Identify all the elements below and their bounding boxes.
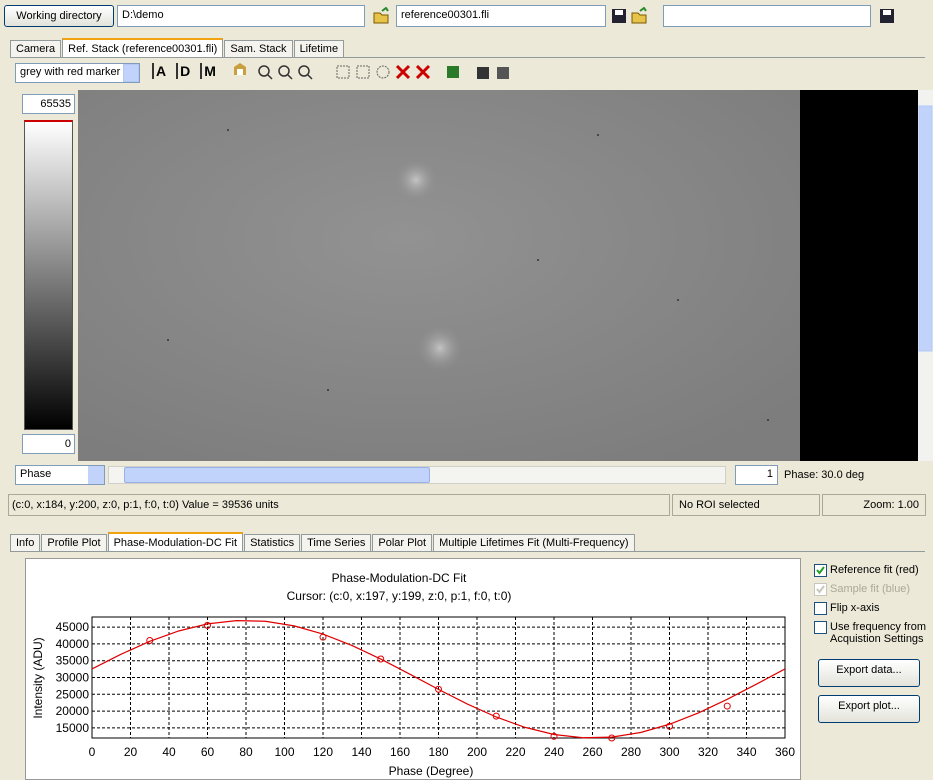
- y-tick-label: 45000: [56, 620, 90, 634]
- export-button[interactable]: Export plot...: [818, 695, 920, 723]
- check-mark: [815, 584, 826, 595]
- y-axis-label: Intensity (ADU): [31, 637, 45, 718]
- x-tick-label: 180: [428, 745, 448, 759]
- y-tick-label: 35000: [56, 654, 90, 668]
- x-tick-label: 160: [390, 745, 410, 759]
- tab[interactable]: Info: [10, 534, 40, 551]
- image-view: [78, 90, 933, 461]
- tab[interactable]: Ref. Stack (reference00301.fli): [62, 38, 223, 57]
- sample-file-field[interactable]: [663, 5, 871, 27]
- x-tick-label: 60: [201, 745, 215, 759]
- reference-file-field[interactable]: reference00301.fli: [396, 5, 606, 27]
- status-roi: No ROI selected: [672, 494, 820, 516]
- x-axis-label: Phase (Degree): [389, 764, 474, 778]
- export-button[interactable]: Export data...: [818, 659, 920, 687]
- scroll-thumb[interactable]: [124, 467, 430, 483]
- index-field[interactable]: 1: [735, 465, 778, 485]
- x-tick-label: 340: [736, 745, 756, 759]
- open-icon[interactable]: [630, 7, 650, 25]
- tool-icon[interactable]: D: [176, 63, 190, 79]
- open-icon[interactable]: [372, 7, 392, 25]
- y-tick-label: 25000: [56, 687, 90, 701]
- phase-label: Phase: 30.0 deg: [784, 469, 864, 481]
- tab[interactable]: Camera: [10, 40, 61, 57]
- screen: Working directory D:\demo reference00301…: [0, 0, 933, 780]
- checkbox-box: [814, 621, 827, 634]
- image-padding: [800, 90, 918, 461]
- directory-field[interactable]: D:\demo: [117, 5, 365, 27]
- checkbox: Sample fit (blue): [814, 583, 932, 596]
- tab[interactable]: Polar Plot: [372, 534, 432, 551]
- tab-rule: [10, 551, 925, 552]
- x-tick-label: 80: [239, 745, 253, 759]
- chart: Phase-Modulation-DC Fit Cursor: (c:0, x:…: [25, 558, 801, 780]
- colormap-label: grey with red marker: [20, 66, 120, 78]
- colorbar: [24, 120, 73, 430]
- x-tick-label: 140: [351, 745, 371, 759]
- checkbox-label: Reference fit (red): [830, 564, 919, 576]
- x-tick-label: 220: [505, 745, 525, 759]
- status-zoom: Zoom: 1.00: [822, 494, 926, 516]
- tab-rule: [10, 57, 925, 58]
- dropdown-arrow[interactable]: [123, 64, 139, 82]
- y-tick-label: 20000: [56, 704, 90, 718]
- y-tick-label: 30000: [56, 671, 90, 685]
- chart-subtitle: Cursor: (c:0, x:197, y:199, z:0, p:1, f:…: [287, 589, 512, 603]
- x-tick-label: 240: [544, 745, 564, 759]
- tool-icon[interactable]: M: [200, 63, 216, 79]
- checkbox-box: [814, 583, 827, 596]
- tool-icon[interactable]: A: [152, 63, 166, 79]
- x-tick-label: 360: [775, 745, 795, 759]
- camera-image: [78, 90, 800, 461]
- checkbox[interactable]: Flip x-axis: [814, 602, 932, 615]
- dimension-label: Phase: [20, 468, 51, 480]
- checkbox[interactable]: Reference fit (red): [814, 564, 932, 577]
- x-tick-label: 120: [313, 745, 333, 759]
- x-tick-label: 320: [698, 745, 718, 759]
- tab[interactable]: Lifetime: [294, 40, 345, 57]
- tab[interactable]: Time Series: [301, 534, 371, 551]
- checkbox-label: Flip x-axis: [830, 602, 880, 614]
- checkbox-box: [814, 602, 827, 615]
- x-tick-label: 200: [467, 745, 487, 759]
- tab[interactable]: Statistics: [244, 534, 300, 551]
- save-icon[interactable]: [611, 8, 627, 24]
- status-cursor: (c:0, x:184, y:200, z:0, p:1, f:0, t:0) …: [8, 494, 670, 516]
- checkbox-label: Sample fit (blue): [830, 583, 910, 595]
- x-tick-label: 300: [659, 745, 679, 759]
- fit-options: Reference fit (red) Sample fit (blue) Flip…: [814, 564, 932, 723]
- colorbar-min[interactable]: 0: [22, 434, 75, 454]
- y-tick-label: 15000: [56, 721, 90, 735]
- tab[interactable]: Multiple Lifetimes Fit (Multi-Frequency): [433, 534, 635, 551]
- tool-icons-graphic: [232, 63, 632, 83]
- working-directory-button[interactable]: Working directory: [4, 5, 114, 27]
- check-mark: [815, 565, 826, 576]
- checkbox-box: [814, 564, 827, 577]
- tab[interactable]: Phase-Modulation-DC Fit: [108, 532, 244, 551]
- x-tick-label: 20: [124, 745, 138, 759]
- tab[interactable]: Sam. Stack: [224, 40, 292, 57]
- colormap-select[interactable]: grey with red marker: [15, 63, 140, 83]
- x-tick-label: 260: [582, 745, 602, 759]
- dropdown-arrow[interactable]: [88, 466, 104, 484]
- x-tick-label: 40: [162, 745, 176, 759]
- save-icon[interactable]: [879, 8, 895, 24]
- x-tick-label: 280: [621, 745, 641, 759]
- chart-title: Phase-Modulation-DC Fit: [332, 571, 467, 585]
- x-tick-label: 0: [89, 745, 96, 759]
- checkbox-label: Use frequency from Acquistion Settings: [830, 621, 932, 645]
- x-tick-label: 100: [274, 745, 294, 759]
- tab[interactable]: Profile Plot: [41, 534, 106, 551]
- colorbar-max[interactable]: 65535: [22, 94, 75, 114]
- y-tick-label: 40000: [56, 637, 90, 651]
- checkbox[interactable]: Use frequency from Acquistion Settings: [814, 621, 932, 645]
